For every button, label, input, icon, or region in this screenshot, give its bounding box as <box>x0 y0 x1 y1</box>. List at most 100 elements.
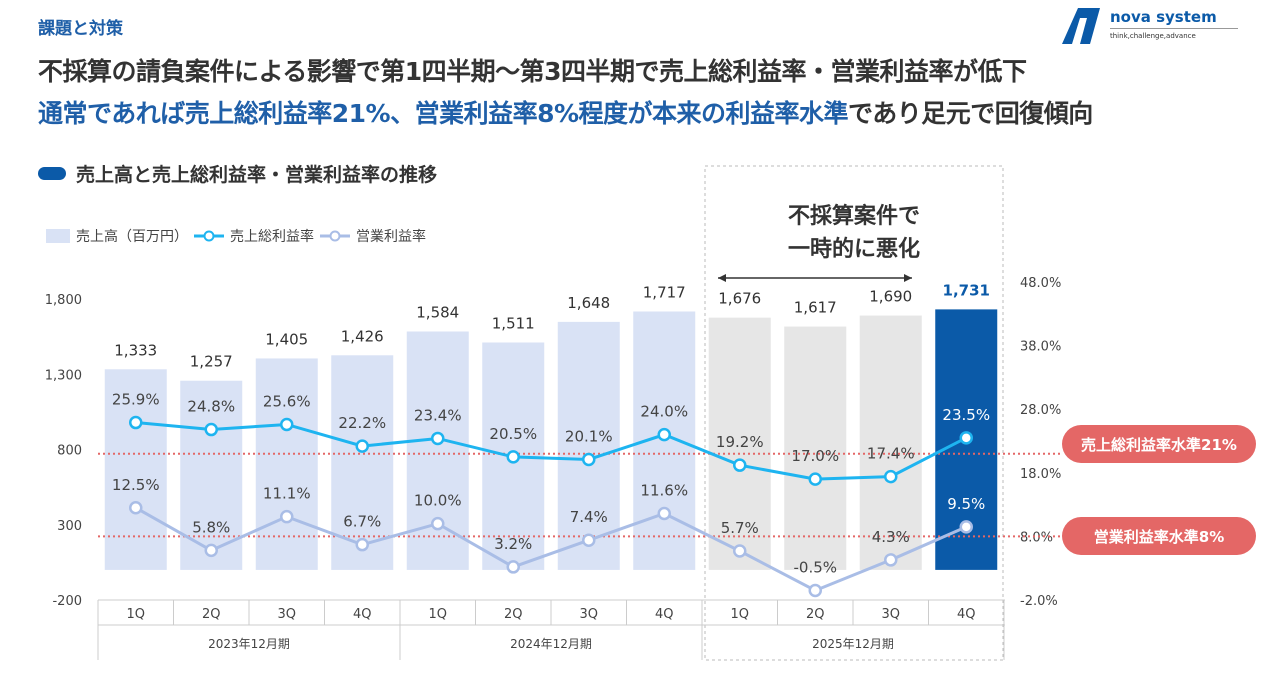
line-point <box>280 417 294 432</box>
bar-sales <box>708 317 771 570</box>
subtitle-highlight: 通常であれば売上総利益率21%、営業利益率8%程度が本来の利益率水準 <box>38 99 849 128</box>
chart-heading-text: 売上高と売上総利益率・営業利益率の推移 <box>76 164 438 186</box>
line-point <box>959 431 973 445</box>
line-point <box>959 520 973 534</box>
page-subtitle: 通常であれば売上総利益率21%、営業利益率8%程度が本来の利益率水準であり足元で… <box>38 94 1093 130</box>
line-label: 20.5% <box>489 425 537 443</box>
legend-gross: 売上総利益率 <box>230 229 314 245</box>
line-label: 5.8% <box>192 518 230 536</box>
bar-sales <box>859 315 922 570</box>
bar-label: 1,676 <box>718 290 761 308</box>
company-logo: nova system think,challenge,advance <box>1060 6 1240 46</box>
line-point <box>355 537 369 552</box>
bar-sales <box>406 331 469 570</box>
logo-mark-icon <box>1062 8 1100 44</box>
x-axis-label: 4Q <box>957 607 976 622</box>
subtitle-rest: であり足元で回復傾向 <box>848 99 1093 128</box>
line-point <box>657 506 671 521</box>
x-axis-group-label: 2023年12月期 <box>208 637 290 651</box>
x-axis-label: 4Q <box>655 607 674 622</box>
bar-sales <box>255 358 318 570</box>
logo-tagline: think,challenge,advance <box>1110 32 1196 40</box>
x-axis-label: 1Q <box>428 607 447 622</box>
annotation-line1: 不採算案件で <box>787 204 920 229</box>
right-axis-tick: 8.0% <box>1020 530 1053 545</box>
annotation-line2: 一時的に悪化 <box>787 237 920 262</box>
chart-heading: 売上高と売上総利益率・営業利益率の推移 <box>38 160 437 187</box>
x-axis-label: 1Q <box>126 607 145 622</box>
section-label: 課題と対策 <box>38 19 123 39</box>
line-label: 11.1% <box>263 485 311 503</box>
line-label: 12.5% <box>112 476 160 494</box>
x-axis-group-label: 2024年12月期 <box>510 637 592 651</box>
page-title: 不採算の請負案件による影響で第1四半期～第3四半期で売上総利益率・営業利益率が低… <box>38 57 1027 86</box>
line-label: 19.2% <box>716 433 764 451</box>
right-axis-tick: 18.0% <box>1020 467 1061 482</box>
left-axis-tick: 800 <box>57 444 82 459</box>
line-point <box>808 472 822 486</box>
line-point <box>657 427 671 442</box>
bar-label: 1,648 <box>567 294 610 312</box>
line-point <box>884 469 898 484</box>
line-label: 20.1% <box>565 427 613 445</box>
line-point <box>431 516 445 531</box>
bar-label: 1,617 <box>794 299 837 317</box>
line-label: 25.6% <box>263 392 311 410</box>
line-point <box>280 509 294 524</box>
bar-sales <box>331 355 394 570</box>
chart-legend: 売上高（百万円） 売上総利益率 営業利益率 <box>46 226 426 246</box>
legend-operating: 営業利益率 <box>356 229 426 245</box>
line-point <box>733 458 747 472</box>
line-series-2 <box>135 506 967 593</box>
right-axis-tick: 28.0% <box>1020 403 1061 418</box>
line-label: 23.4% <box>414 406 462 424</box>
logo-name: nova system <box>1110 8 1217 26</box>
left-axis-tick: 1,800 <box>45 293 82 308</box>
bar-label: 1,584 <box>416 304 459 322</box>
line-label: 4.3% <box>872 528 910 546</box>
line-label: 7.4% <box>570 508 608 526</box>
annotation-note: 不採算案件で 一時的に悪化 <box>705 200 1003 266</box>
right-axis-tick: -2.0% <box>1020 594 1058 609</box>
line-label: -0.5% <box>793 558 837 576</box>
line-point <box>582 533 596 547</box>
line-label: 24.8% <box>187 398 235 416</box>
bar-label: 1,405 <box>265 330 308 348</box>
line-label: 24.0% <box>640 403 688 421</box>
line-point <box>204 422 218 437</box>
line-point <box>506 560 520 574</box>
line-label: 10.0% <box>414 492 462 510</box>
right-axis-tick: 48.0% <box>1020 276 1061 291</box>
legend-sales: 売上高（百万円） <box>76 229 188 245</box>
bar-label: 1,690 <box>869 288 912 306</box>
x-axis-label: 2Q <box>202 607 221 622</box>
line-label: 23.5% <box>942 406 990 424</box>
x-axis-label: 3Q <box>881 607 900 622</box>
legend-gross-icon <box>194 230 224 242</box>
left-axis-tick: -200 <box>52 594 82 609</box>
line-label: 11.6% <box>640 482 688 500</box>
right-axis-tick: 38.0% <box>1020 340 1061 355</box>
line-point <box>884 553 898 567</box>
x-axis-group-label: 2025年12月期 <box>812 637 894 651</box>
legend-operating-icon <box>320 230 350 242</box>
line-point <box>355 439 369 453</box>
bar-label: 1,731 <box>943 281 990 299</box>
line-point <box>733 544 747 558</box>
x-axis-label: 3Q <box>579 607 598 622</box>
line-point <box>582 452 596 467</box>
line-label: 3.2% <box>494 535 532 553</box>
line-point <box>204 543 218 558</box>
line-label: 9.5% <box>947 495 985 513</box>
bar-label: 1,511 <box>492 314 535 332</box>
line-label: 17.4% <box>867 445 915 463</box>
left-axis-tick: 300 <box>57 519 82 534</box>
badge-gross-level: 売上総利益率水準21% <box>1062 425 1256 463</box>
line-label: 5.7% <box>721 519 759 537</box>
heading-marker-icon <box>38 167 66 180</box>
line-label: 6.7% <box>343 513 381 531</box>
line-label: 17.0% <box>791 447 839 465</box>
line-point <box>808 583 822 598</box>
x-axis-label: 2Q <box>504 607 523 622</box>
